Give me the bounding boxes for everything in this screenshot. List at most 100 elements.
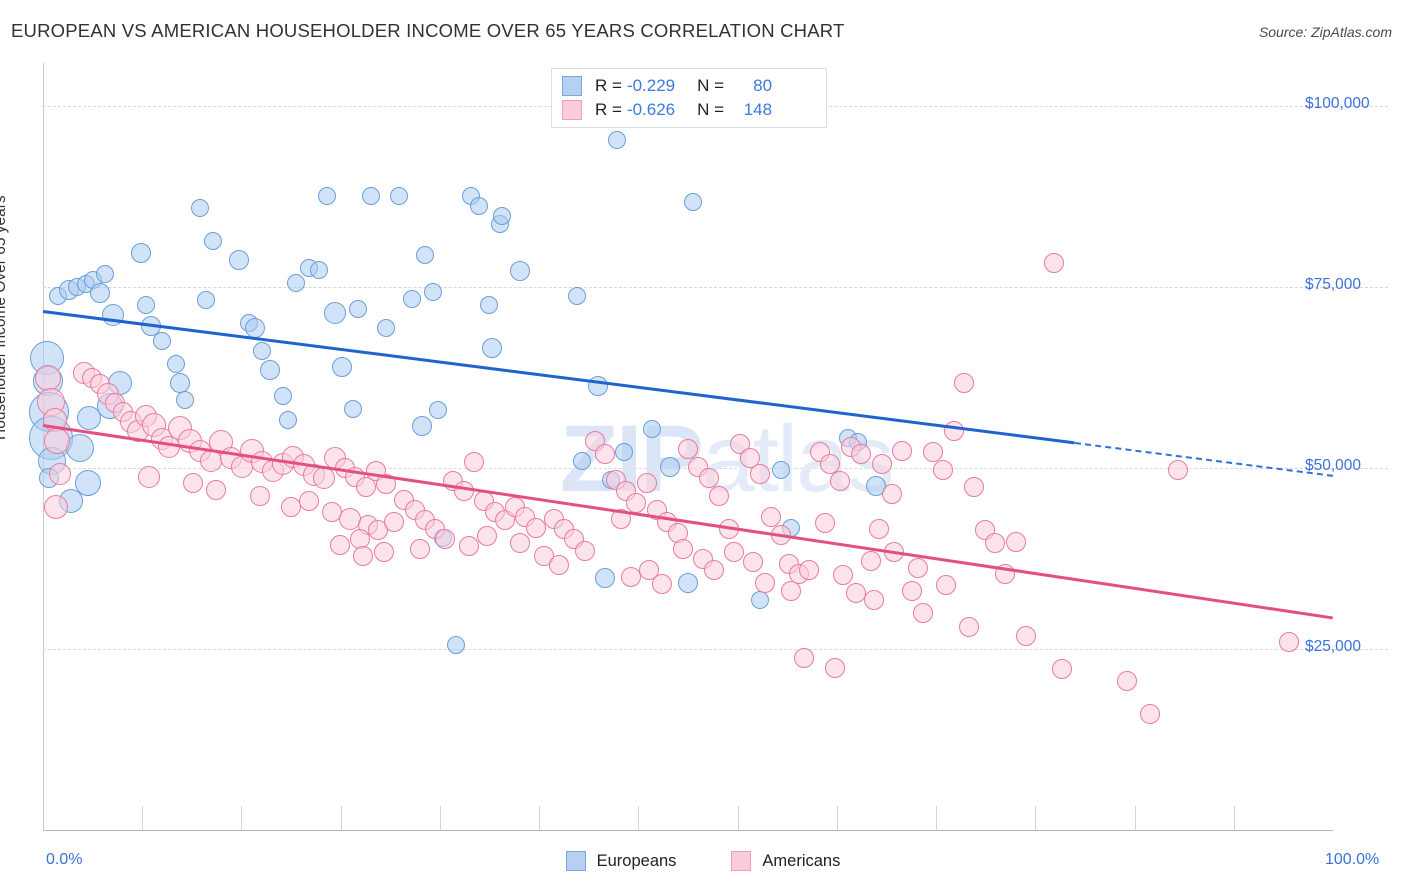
scatter-point-us[interactable] <box>742 552 763 573</box>
scatter-point-eu[interactable] <box>169 372 190 393</box>
scatter-point-us[interactable] <box>463 452 484 473</box>
scatter-point-us[interactable] <box>708 485 729 506</box>
scatter-point-us[interactable] <box>383 511 404 532</box>
scatter-point-us[interactable] <box>832 565 853 586</box>
scatter-point-eu[interactable] <box>568 286 587 305</box>
scatter-point-us[interactable] <box>137 465 160 488</box>
scatter-point-us[interactable] <box>964 477 985 498</box>
scatter-point-eu[interactable] <box>77 405 102 430</box>
scatter-point-eu[interactable] <box>343 399 362 418</box>
scatter-point-eu[interactable] <box>137 295 156 314</box>
scatter-point-eu[interactable] <box>273 386 292 405</box>
scatter-point-eu[interactable] <box>175 391 194 410</box>
scatter-point-eu[interactable] <box>751 590 770 609</box>
scatter-point-us[interactable] <box>626 492 647 513</box>
scatter-point-us[interactable] <box>355 477 376 498</box>
scatter-point-us[interactable] <box>43 495 68 520</box>
scatter-point-us[interactable] <box>610 508 631 529</box>
scatter-point-us[interactable] <box>453 481 474 502</box>
scatter-point-eu[interactable] <box>95 265 114 284</box>
scatter-point-us[interactable] <box>510 533 531 554</box>
scatter-point-us[interactable] <box>525 517 546 538</box>
scatter-point-eu[interactable] <box>415 246 434 265</box>
scatter-point-eu[interactable] <box>286 273 305 292</box>
scatter-point-us[interactable] <box>621 566 642 587</box>
scatter-point-us[interactable] <box>850 443 871 464</box>
scatter-point-eu[interactable] <box>131 242 152 263</box>
scatter-point-us[interactable] <box>907 558 928 579</box>
scatter-point-us[interactable] <box>35 365 62 392</box>
scatter-point-us[interactable] <box>249 485 270 506</box>
scatter-point-eu[interactable] <box>196 291 215 310</box>
scatter-point-eu[interactable] <box>614 443 633 462</box>
scatter-point-us[interactable] <box>912 602 933 623</box>
scatter-point-us[interactable] <box>549 555 569 576</box>
scatter-point-us[interactable] <box>182 472 203 493</box>
legend-item-europeans[interactable]: Europeans <box>565 851 676 871</box>
scatter-point-us[interactable] <box>1116 670 1137 691</box>
scatter-point-us[interactable] <box>985 533 1006 554</box>
scatter-point-us[interactable] <box>959 617 980 638</box>
scatter-point-eu[interactable] <box>402 289 421 308</box>
scatter-point-eu[interactable] <box>361 187 380 206</box>
scatter-point-eu[interactable] <box>412 416 433 437</box>
scatter-point-us[interactable] <box>871 453 892 474</box>
scatter-point-us[interactable] <box>652 573 673 594</box>
scatter-point-us[interactable] <box>703 559 724 580</box>
scatter-point-us[interactable] <box>458 536 479 557</box>
scatter-point-us[interactable] <box>819 453 840 474</box>
scatter-point-us[interactable] <box>574 540 595 561</box>
scatter-point-us[interactable] <box>409 539 430 560</box>
scatter-point-us[interactable] <box>760 507 781 528</box>
scatter-point-us[interactable] <box>845 582 866 603</box>
scatter-point-us[interactable] <box>48 462 71 485</box>
scatter-point-eu[interactable] <box>166 355 185 373</box>
scatter-point-us[interactable] <box>1044 252 1065 273</box>
scatter-point-eu[interactable] <box>89 283 110 304</box>
scatter-point-us[interactable] <box>933 459 954 480</box>
scatter-point-eu[interactable] <box>493 207 512 226</box>
scatter-point-eu[interactable] <box>317 187 336 206</box>
scatter-point-us[interactable] <box>698 468 719 489</box>
scatter-point-us[interactable] <box>770 524 791 545</box>
scatter-point-us[interactable] <box>799 559 820 580</box>
scatter-point-eu[interactable] <box>642 420 661 439</box>
scatter-point-eu[interactable] <box>481 338 502 359</box>
scatter-point-eu[interactable] <box>244 317 265 338</box>
scatter-point-eu[interactable] <box>377 318 396 337</box>
scatter-point-eu[interactable] <box>152 331 171 350</box>
scatter-point-us[interactable] <box>794 647 815 668</box>
scatter-point-eu[interactable] <box>771 460 790 479</box>
scatter-point-us[interactable] <box>750 463 771 484</box>
scatter-point-us[interactable] <box>376 474 397 495</box>
scatter-point-us[interactable] <box>902 581 923 602</box>
scatter-point-us[interactable] <box>943 420 964 441</box>
scatter-point-us[interactable] <box>1052 659 1073 680</box>
scatter-point-us[interactable] <box>476 526 497 547</box>
scatter-point-eu[interactable] <box>75 469 102 496</box>
scatter-point-eu[interactable] <box>684 192 703 211</box>
scatter-point-us[interactable] <box>595 443 616 464</box>
scatter-point-eu[interactable] <box>191 198 210 217</box>
scatter-point-us[interactable] <box>639 559 660 580</box>
scatter-point-eu[interactable] <box>279 411 298 430</box>
scatter-point-us[interactable] <box>1279 631 1300 652</box>
scatter-point-eu[interactable] <box>390 187 409 206</box>
scatter-point-eu[interactable] <box>66 433 95 462</box>
scatter-point-us[interactable] <box>678 439 698 460</box>
scatter-point-us[interactable] <box>672 539 693 560</box>
scatter-point-us[interactable] <box>298 491 319 512</box>
scatter-point-us[interactable] <box>1005 532 1026 552</box>
scatter-point-us[interactable] <box>954 372 975 393</box>
scatter-point-us[interactable] <box>781 581 802 602</box>
scatter-point-us[interactable] <box>863 589 884 610</box>
scatter-point-us[interactable] <box>923 442 944 463</box>
scatter-point-us[interactable] <box>373 542 394 563</box>
scatter-point-eu[interactable] <box>253 341 272 360</box>
scatter-point-us[interactable] <box>861 550 882 571</box>
scatter-point-eu[interactable] <box>323 302 346 325</box>
scatter-point-eu[interactable] <box>204 232 223 250</box>
scatter-point-us[interactable] <box>739 448 760 469</box>
scatter-point-us[interactable] <box>830 471 851 492</box>
scatter-point-us[interactable] <box>1015 626 1036 647</box>
